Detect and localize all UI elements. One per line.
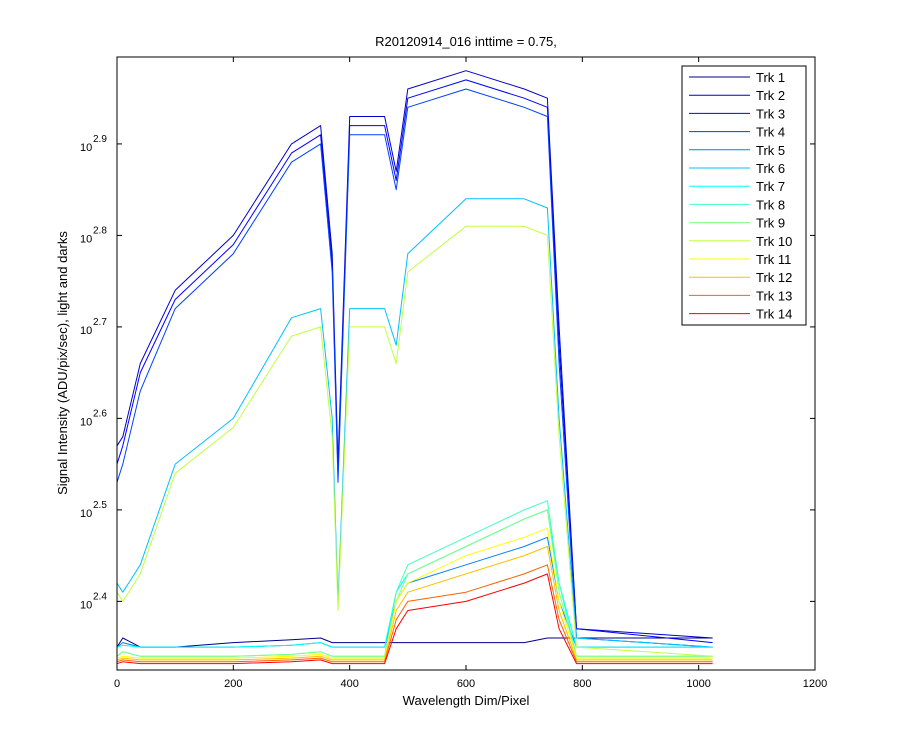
legend: Trk 1 Trk 2 Trk 3 Trk 4 Trk 5 Trk 6 Trk 7 Trk 8… — [681, 65, 807, 326]
x-tick-label: 600 — [457, 678, 475, 690]
legend-label-trk-9: Trk 9 — [756, 216, 785, 231]
legend-label-trk-13: Trk 13 — [756, 288, 792, 303]
x-tick-label: 800 — [573, 678, 591, 690]
y-tick-label-exponent: 2.8 — [93, 225, 107, 236]
y-tick-label-exponent: 2.6 — [93, 408, 107, 419]
x-axis: 0 200 400 600 800 1000 1200 — [114, 57, 827, 690]
legend-label-trk-2: Trk 2 — [756, 88, 785, 103]
legend-label-trk-12: Trk 12 — [756, 270, 792, 285]
series-line-trk-12 — [117, 546, 713, 661]
series-line-trk-11 — [117, 527, 713, 659]
x-axis-label: Wavelength Dim/Pixel — [403, 693, 530, 708]
x-tick-label: 0 — [114, 678, 120, 690]
y-tick-label-base: 10 — [80, 142, 92, 154]
x-tick-label: 1200 — [803, 678, 827, 690]
x-tick-label: 1000 — [686, 678, 710, 690]
series-line-trk-2 — [117, 70, 713, 639]
y-tick-label-base: 10 — [80, 233, 92, 245]
series-line-trk-4 — [117, 88, 713, 648]
series-line-trk-10 — [117, 225, 713, 657]
x-tick-label: 400 — [340, 678, 358, 690]
series-line-trk-9 — [117, 509, 713, 657]
y-tick-label-base: 10 — [80, 325, 92, 337]
x-tick-label: 200 — [224, 678, 242, 690]
y-tick-label-exponent: 2.5 — [93, 500, 107, 511]
legend-label-trk-5: Trk 5 — [756, 143, 785, 158]
legend-label-trk-11: Trk 11 — [756, 252, 791, 267]
legend-label-trk-10: Trk 10 — [756, 234, 792, 249]
legend-label-trk-14: Trk 14 — [756, 307, 792, 322]
series-line-trk-14 — [117, 573, 713, 665]
legend-label-trk-3: Trk 3 — [756, 106, 785, 121]
legend-label-trk-8: Trk 8 — [756, 197, 785, 212]
y-tick-label-base: 10 — [80, 599, 92, 611]
legend-label-trk-7: Trk 7 — [756, 179, 785, 194]
legend-box — [681, 65, 807, 326]
series-line-trk-3 — [117, 79, 713, 644]
series-line-trk-6 — [117, 198, 713, 648]
legend-label-trk-4: Trk 4 — [756, 125, 785, 140]
y-tick-label-base: 10 — [80, 416, 92, 428]
y-tick-label-base: 10 — [80, 508, 92, 520]
y-tick-label-exponent: 2.9 — [93, 134, 107, 145]
legend-label-trk-6: Trk 6 — [756, 161, 785, 176]
series-layer — [117, 70, 713, 665]
legend-label-trk-1: Trk 1 — [756, 70, 785, 85]
y-tick-label-exponent: 2.4 — [93, 591, 107, 602]
chart-title: R20120914_016 inttime = 0.75, — [375, 34, 557, 49]
y-axis-label: Signal Intensity (ADU/pix/sec), light an… — [55, 231, 70, 495]
series-line-trk-13 — [117, 564, 713, 663]
y-tick-label-exponent: 2.7 — [93, 317, 107, 328]
